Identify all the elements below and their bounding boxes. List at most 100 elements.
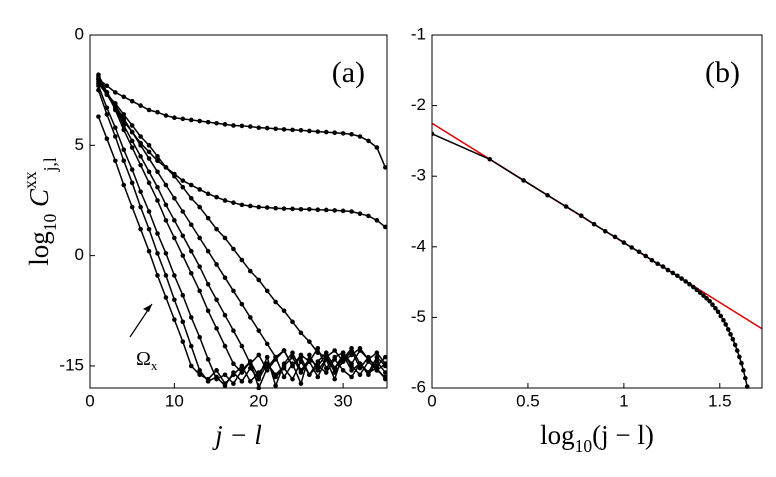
data-point bbox=[298, 381, 304, 386]
data-point bbox=[264, 361, 270, 367]
data-point bbox=[332, 348, 337, 353]
y-tick-label: -15 bbox=[59, 355, 84, 374]
data-point bbox=[256, 277, 262, 283]
data-point bbox=[432, 131, 435, 137]
x-tick-label: 0.5 bbox=[516, 391, 540, 410]
data-point bbox=[290, 319, 295, 325]
data-point bbox=[349, 368, 354, 373]
axes-frame bbox=[89, 34, 388, 389]
label-part: j,l bbox=[40, 157, 60, 172]
data-point bbox=[256, 370, 262, 375]
data-point bbox=[129, 138, 135, 144]
data-point bbox=[728, 332, 733, 337]
data-point bbox=[374, 354, 380, 360]
data-point bbox=[104, 83, 110, 89]
data-point bbox=[349, 131, 354, 137]
data-point bbox=[264, 341, 270, 347]
data-point bbox=[487, 156, 493, 162]
data-point bbox=[129, 123, 135, 128]
data-point bbox=[281, 127, 287, 132]
data-point bbox=[264, 288, 270, 294]
data-point bbox=[197, 235, 202, 241]
data-point bbox=[649, 257, 655, 263]
data-point bbox=[222, 198, 228, 203]
data-point bbox=[214, 120, 219, 126]
data-point bbox=[155, 109, 160, 115]
data-point bbox=[383, 224, 387, 230]
data-point bbox=[248, 359, 253, 364]
data-point bbox=[214, 374, 219, 380]
data-point bbox=[349, 374, 354, 380]
data-point bbox=[298, 330, 304, 336]
data-point bbox=[374, 359, 380, 364]
x-tick-label: 0 bbox=[85, 391, 94, 410]
data-point bbox=[231, 288, 236, 294]
data-point bbox=[222, 235, 228, 241]
data-point bbox=[231, 328, 236, 333]
data-point bbox=[197, 118, 202, 124]
data-point bbox=[739, 360, 744, 366]
data-point bbox=[231, 361, 236, 367]
data-point bbox=[718, 313, 724, 319]
data-point bbox=[290, 206, 295, 212]
axes-frame bbox=[431, 34, 763, 389]
data-point bbox=[129, 98, 135, 104]
data-point bbox=[180, 253, 186, 258]
data-point bbox=[636, 249, 642, 255]
label-part: xx bbox=[20, 171, 40, 189]
data-point bbox=[214, 297, 219, 303]
panel-label: (b) bbox=[705, 56, 740, 89]
label-part: x bbox=[151, 358, 158, 373]
label-part: Ω bbox=[136, 348, 151, 370]
data-point bbox=[694, 287, 700, 293]
data-point bbox=[121, 127, 127, 133]
series-line bbox=[432, 133, 748, 387]
data-point bbox=[146, 143, 152, 148]
data-point bbox=[205, 215, 211, 221]
data-point bbox=[197, 368, 202, 373]
data-point bbox=[180, 339, 186, 344]
data-point bbox=[104, 136, 110, 141]
data-point bbox=[665, 267, 671, 273]
data-point bbox=[214, 194, 219, 200]
data-point bbox=[732, 342, 738, 348]
data-point bbox=[146, 169, 152, 175]
data-point bbox=[239, 379, 245, 384]
data-point bbox=[172, 235, 177, 241]
data-point bbox=[146, 180, 152, 186]
data-point bbox=[357, 134, 363, 139]
data-point bbox=[332, 208, 337, 213]
data-point bbox=[743, 375, 748, 381]
data-point bbox=[155, 251, 160, 256]
data-point bbox=[146, 226, 152, 232]
data-point bbox=[222, 381, 228, 386]
data-point bbox=[670, 270, 676, 276]
data-point bbox=[129, 180, 135, 186]
y-tick-label: -1 bbox=[411, 24, 426, 43]
data-point bbox=[307, 206, 312, 212]
data-point bbox=[180, 209, 186, 214]
data-point bbox=[602, 228, 608, 234]
data-point bbox=[629, 245, 635, 250]
data-point bbox=[273, 205, 278, 211]
data-point bbox=[231, 123, 236, 128]
data-point bbox=[340, 131, 346, 136]
data-point bbox=[349, 209, 354, 214]
data-point bbox=[357, 372, 363, 378]
data-point bbox=[205, 119, 211, 125]
data-point bbox=[383, 376, 387, 382]
data-point bbox=[239, 257, 245, 263]
data-point bbox=[163, 113, 169, 118]
data-point bbox=[205, 248, 211, 254]
series-line bbox=[97, 78, 387, 168]
label-part: C bbox=[24, 188, 54, 214]
data-point bbox=[621, 240, 627, 245]
data-point bbox=[290, 376, 295, 382]
data-point bbox=[290, 350, 295, 356]
data-point bbox=[205, 191, 211, 197]
y-axis-label: log10 Cxxj,l bbox=[20, 157, 60, 266]
data-point bbox=[172, 173, 177, 179]
data-point bbox=[691, 284, 696, 290]
data-point bbox=[281, 206, 287, 211]
series-line bbox=[97, 85, 386, 390]
